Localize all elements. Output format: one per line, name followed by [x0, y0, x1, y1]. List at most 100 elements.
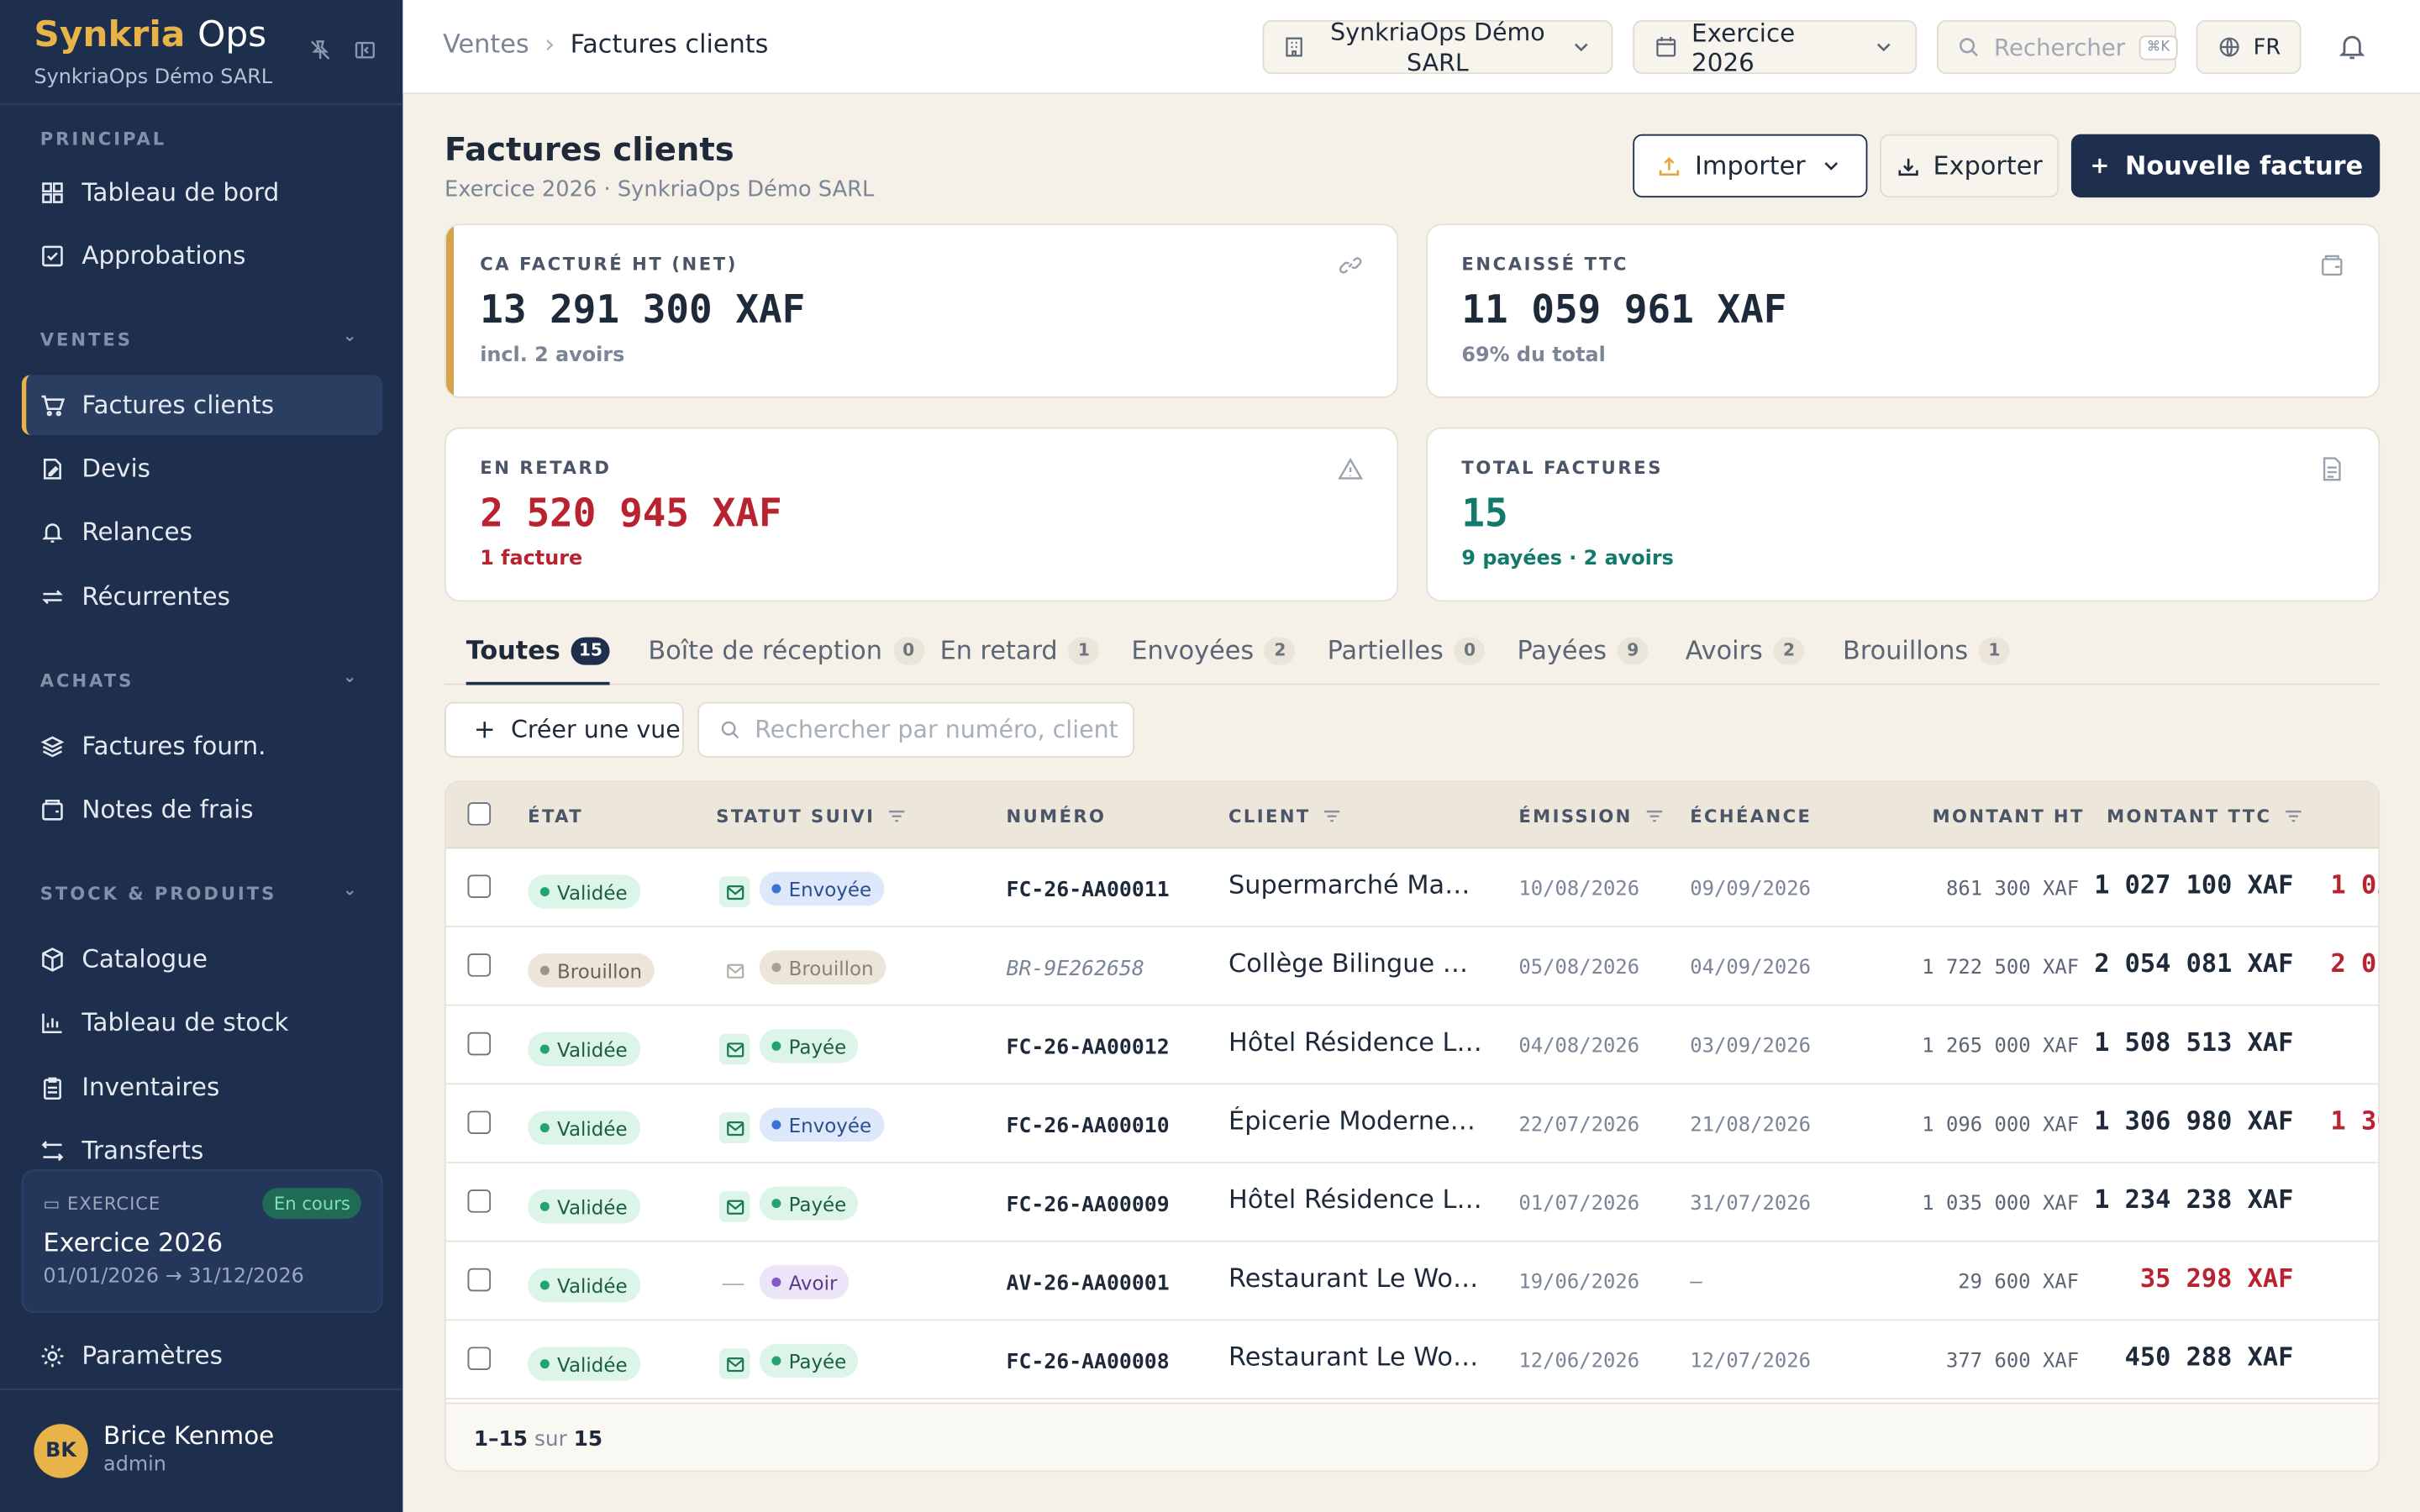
- table-row[interactable]: Validée Envoyée FC-26-AA00011 Supermarché M…: [445, 848, 2379, 927]
- status-badge-label: Validée: [557, 1194, 628, 1219]
- export-button[interactable]: Exporter: [1880, 134, 2060, 198]
- tab-payees[interactable]: Payées 9: [1518, 636, 1649, 665]
- table-row[interactable]: Validée Avoir AV-26-AA00001 Restaurant Le W…: [445, 1242, 2379, 1321]
- exercise-select[interactable]: Exercice 2026: [1633, 18, 1918, 76]
- tab-en-retard[interactable]: En retard 1: [940, 636, 1100, 665]
- col-montant-ttc[interactable]: MONTANT TTC: [2107, 806, 2302, 827]
- breadcrumb-parent[interactable]: Ventes: [443, 29, 529, 59]
- filter-icon[interactable]: [2284, 807, 2302, 826]
- unpin-icon[interactable]: [308, 39, 332, 68]
- sidebar-item-relances[interactable]: Relances: [22, 501, 383, 562]
- col-numero[interactable]: NUMÉRO: [1007, 806, 1107, 827]
- due-date: 21/08/2026: [1690, 1114, 1812, 1137]
- tab-boite-reception[interactable]: Boîte de réception 0: [648, 636, 924, 665]
- sidebar-item-factures-fourn[interactable]: Factures fourn.: [22, 716, 383, 776]
- row-checkbox[interactable]: [467, 1268, 492, 1292]
- col-statut-suivi[interactable]: STATUT SUIVI: [716, 806, 906, 827]
- table-row[interactable]: Validée Envoyée FC-26-AA00010 Épicerie Mode…: [445, 1084, 2379, 1163]
- due-date: –: [1690, 1271, 1702, 1295]
- of-text: sur: [534, 1426, 567, 1452]
- tab-partielles[interactable]: Partielles 0: [1328, 636, 1486, 665]
- due-date: 09/09/2026: [1690, 878, 1812, 901]
- search-input[interactable]: [755, 716, 1125, 744]
- invoice-number[interactable]: BR-9E262658: [1006, 956, 1144, 982]
- new-invoice-button[interactable]: Nouvelle facture: [2070, 134, 2381, 198]
- tab-toutes[interactable]: Toutes 15: [466, 636, 611, 685]
- row-checkbox[interactable]: [467, 1347, 492, 1371]
- col-etat[interactable]: ÉTAT: [528, 806, 583, 827]
- sidebar-item-catalogue[interactable]: Catalogue: [22, 929, 383, 990]
- tracking-badge: Brouillon: [759, 950, 886, 984]
- tab-avoirs[interactable]: Avoirs 2: [1686, 636, 1805, 665]
- filter-icon[interactable]: [887, 807, 906, 826]
- invoice-number[interactable]: FC-26-AA00011: [1006, 878, 1170, 903]
- sidebar-item-notes-frais[interactable]: Notes de frais: [22, 780, 383, 840]
- filter-icon[interactable]: [1323, 807, 1341, 826]
- row-checkbox[interactable]: [467, 1189, 492, 1213]
- amount-remaining: 2 05: [2330, 948, 2378, 979]
- tracking-badge-label: Envoyée: [788, 877, 872, 900]
- invoice-number[interactable]: FC-26-AA00010: [1006, 1114, 1170, 1139]
- section-stock[interactable]: STOCK & PRODUITS ⌄: [39, 879, 357, 905]
- table-row[interactable]: Validée Payée FC-26-AA00009 Hôtel Résidence…: [445, 1163, 2379, 1242]
- sidebar-item-inventaires[interactable]: Inventaires: [22, 1057, 383, 1117]
- user-menu[interactable]: BK Brice Kenmoe admin: [0, 1389, 403, 1512]
- sidebar-item-dashboard[interactable]: Tableau de bord: [22, 162, 383, 223]
- collapse-sidebar-icon[interactable]: [354, 39, 377, 68]
- section-label: ACHATS: [39, 669, 134, 691]
- status-badge: Validée: [528, 1110, 640, 1145]
- select-all-checkbox[interactable]: [467, 802, 492, 826]
- kpi-label: TOTAL FACTURES: [1461, 456, 1664, 479]
- exercise-card[interactable]: ▭ EXERCICE En cours Exercice 2026 01/01/…: [21, 1169, 383, 1314]
- invoice-number[interactable]: AV-26-AA00001: [1006, 1271, 1170, 1296]
- user-name: Brice Kenmoe: [103, 1420, 275, 1451]
- sidebar-item-parametres[interactable]: Paramètres: [22, 1326, 383, 1386]
- global-search[interactable]: Rechercher ⌘K: [1937, 19, 2178, 75]
- globe-icon: [2219, 37, 2239, 57]
- table-row[interactable]: Brouillon Brouillon BR-9E262658 Collège Bil…: [445, 927, 2379, 1006]
- create-view-button[interactable]: Créer une vue: [444, 701, 684, 758]
- gear-icon: [41, 1344, 64, 1367]
- tab-brouillons[interactable]: Brouillons 1: [1843, 636, 2010, 665]
- export-label: Exporter: [1933, 151, 2043, 181]
- filter-icon[interactable]: [1644, 807, 1663, 826]
- sidebar-item-transferts[interactable]: Transferts: [22, 1120, 383, 1180]
- brand-logo[interactable]: Synkria Ops: [34, 15, 266, 55]
- bell-icon[interactable]: [2337, 31, 2368, 62]
- sidebar-item-approbations[interactable]: Approbations: [22, 225, 383, 286]
- import-button[interactable]: Importer: [1633, 134, 1868, 198]
- section-ventes[interactable]: VENTES ⌄: [40, 326, 357, 350]
- client-name: Collège Bilingue de Douala: [1228, 948, 1483, 979]
- row-checkbox[interactable]: [467, 1110, 492, 1134]
- col-client[interactable]: CLIENT: [1228, 806, 1341, 827]
- sidebar-item-factures-clients[interactable]: Factures clients: [21, 375, 383, 435]
- table-row[interactable]: Validée Payée FC-26-AA00012 Hôtel Résidence…: [445, 1006, 2379, 1085]
- row-checkbox[interactable]: [467, 953, 492, 977]
- col-emission[interactable]: ÉMISSION: [1518, 806, 1663, 827]
- sidebar-item-devis[interactable]: Devis: [22, 438, 383, 499]
- topbar: Ventes › Factures clients SynkriaOps Démo …: [402, 0, 2420, 95]
- sidebar-item-recurrentes[interactable]: Récurrentes: [22, 566, 383, 627]
- invoice-number[interactable]: FC-26-AA00008: [1006, 1350, 1170, 1375]
- sidebar-item-tableau-stock[interactable]: Tableau de stock: [22, 992, 383, 1053]
- table-row[interactable]: Validée Payée FC-26-AA00008 Restaurant Le W…: [445, 1320, 2379, 1399]
- amount-ttc: 1 027 100 XAF: [2094, 869, 2294, 900]
- tab-count: 2: [1773, 636, 1805, 664]
- box-icon: [42, 947, 63, 971]
- clipboard-icon: [43, 1076, 61, 1100]
- due-date: 12/07/2026: [1690, 1350, 1812, 1373]
- col-echeance[interactable]: ÉCHÉANCE: [1690, 806, 1812, 827]
- col-montant-ht[interactable]: MONTANT HT: [1933, 806, 2085, 827]
- company-select[interactable]: SynkriaOps Démo SARL: [1262, 18, 1613, 76]
- invoice-number[interactable]: FC-26-AA00012: [1006, 1035, 1170, 1060]
- row-checkbox[interactable]: [467, 874, 492, 898]
- language-select[interactable]: FR: [2196, 19, 2302, 75]
- page-title: Factures clients: [444, 131, 734, 169]
- row-checkbox[interactable]: [467, 1032, 492, 1056]
- tab-count: 15: [571, 636, 611, 664]
- tab-envoyees[interactable]: Envoyées 2: [1131, 636, 1296, 665]
- invoice-number[interactable]: FC-26-AA00009: [1006, 1192, 1170, 1218]
- section-achats[interactable]: ACHATS ⌄: [39, 666, 357, 691]
- section-label: STOCK & PRODUITS: [39, 882, 277, 905]
- section-principal: PRINCIPAL: [39, 128, 167, 150]
